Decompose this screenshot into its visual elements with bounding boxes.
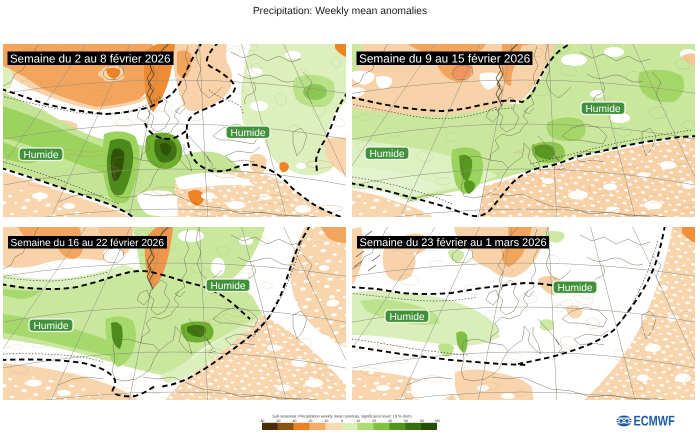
svg-text:80: 80 [420, 419, 424, 423]
svg-text:-20: -20 [308, 419, 313, 423]
svg-text:20: 20 [372, 419, 376, 423]
svg-text:Semaine du 2 au 8 février 2026: Semaine du 2 au 8 février 2026 [10, 53, 170, 65]
svg-text:0: 0 [341, 419, 343, 423]
svg-text:-10: -10 [324, 419, 329, 423]
svg-text:Semaine du 16 au 22 février 20: Semaine du 16 au 22 février 2026 [11, 238, 165, 249]
svg-text:60: 60 [404, 419, 408, 423]
svg-text:Semaine du 23 février au 1 mar: Semaine du 23 février au 1 mars 2026 [360, 237, 547, 249]
svg-text:Precipitation: Weekly mean ano: Precipitation: Weekly mean anomalies [253, 6, 427, 17]
svg-text:Semaine du 9 au 15 février 202: Semaine du 9 au 15 février 2026 [359, 51, 531, 65]
svg-text:40: 40 [388, 419, 392, 423]
svg-text:-80: -80 [260, 419, 265, 423]
svg-text:+80: +80 [434, 419, 440, 423]
svg-text:10: 10 [356, 419, 360, 423]
svg-text:ECMWF: ECMWF [634, 413, 676, 429]
svg-text:-60: -60 [276, 419, 281, 423]
svg-text:Sub-seasonal: Precipitation we: Sub-seasonal: Precipitation weekly mean … [272, 414, 412, 419]
svg-text:-40: -40 [292, 419, 297, 423]
